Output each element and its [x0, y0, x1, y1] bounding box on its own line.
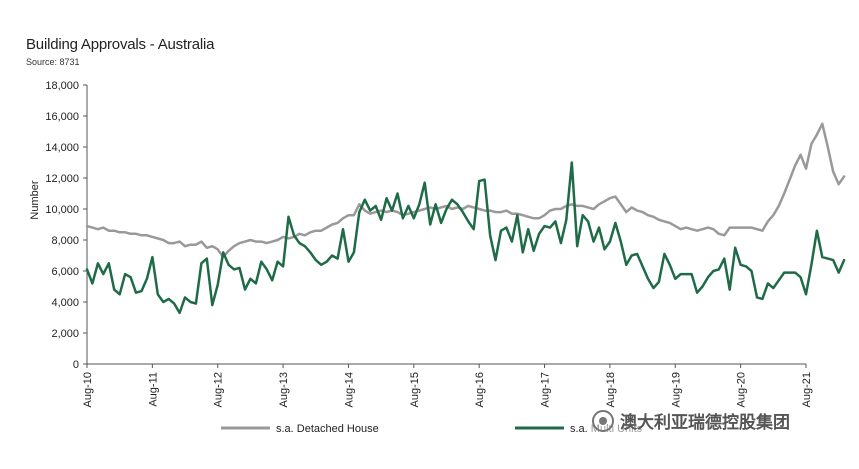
- x-tick-label: Aug-12: [213, 372, 225, 407]
- x-tick-label: Aug-17: [540, 372, 552, 407]
- series-group: [85, 122, 846, 315]
- chart-source: Source: 8731: [26, 57, 80, 67]
- x-tick-label: Aug-21: [801, 372, 813, 407]
- y-tick-label: 0: [73, 359, 79, 371]
- x-tick-label: Aug-15: [409, 372, 421, 407]
- y-tick-label: 4,000: [51, 297, 79, 309]
- x-tick-label: Aug-11: [147, 372, 159, 407]
- y-tick-label: 14,000: [45, 142, 79, 154]
- x-tick-label: Aug-20: [736, 372, 748, 407]
- y-tick-label: 2,000: [51, 328, 79, 340]
- x-tick-label: Aug-14: [343, 372, 355, 407]
- y-tick-label: 18,000: [45, 80, 79, 92]
- x-ticks: Aug-10 Aug-11 Aug-12 Aug-13 Aug-14 Aug-15 Aug-…: [82, 364, 813, 407]
- y-tick-label: 12,000: [45, 173, 79, 185]
- x-tick-label: Aug-18: [605, 372, 617, 407]
- axes: [86, 85, 806, 365]
- chart-title: Building Approvals - Australia: [26, 36, 215, 53]
- x-tick-label: Aug-10: [82, 372, 94, 407]
- y-axis-label: Number: [29, 180, 41, 219]
- legend-label-detached: s.a. Detached House: [276, 423, 379, 435]
- y-tick-label: 8,000: [51, 235, 79, 247]
- x-tick-label: Aug-13: [278, 372, 290, 407]
- watermark-text: 澳大利亚瑞德控股集团: [620, 413, 790, 432]
- y-tick-label: 6,000: [51, 266, 79, 278]
- legend: s.a. Detached House s.a. Multi Units: [221, 423, 643, 435]
- y-tick-label: 16,000: [45, 111, 79, 123]
- x-tick-label: Aug-16: [474, 372, 486, 407]
- x-tick-label: Aug-19: [670, 372, 682, 407]
- y-ticks: 0 2,000 4,000 6,000 8,000 10,000 12,000 14,000 1…: [45, 80, 87, 371]
- y-tick-label: 10,000: [45, 204, 79, 216]
- series-line-multi-units: [85, 161, 846, 315]
- series-line-detached-house: [85, 122, 846, 259]
- wechat-icon: [592, 409, 614, 432]
- watermark: 澳大利亚瑞德控股集团: [588, 408, 794, 433]
